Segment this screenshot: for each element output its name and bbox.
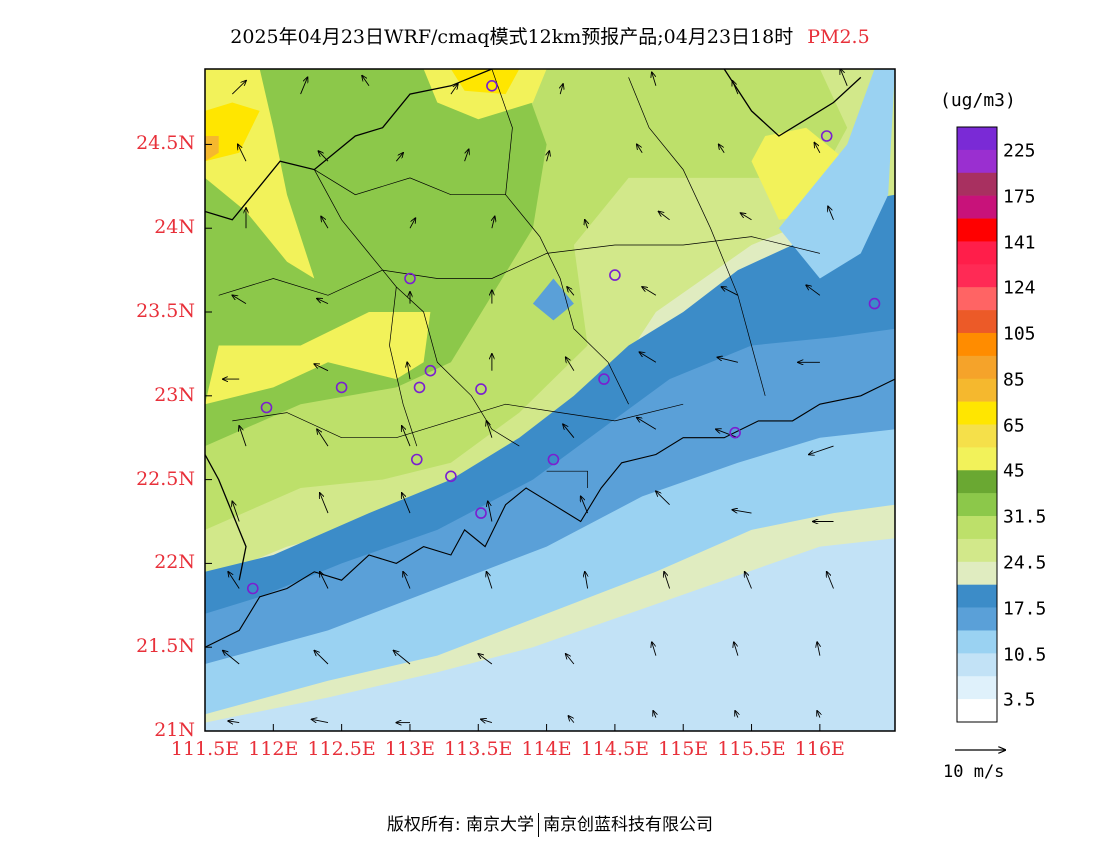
colorbar-label: 45 bbox=[1003, 461, 1025, 482]
lon-label: 114E bbox=[522, 738, 572, 760]
colorbar-swatch bbox=[957, 630, 997, 653]
lon-label: 112E bbox=[248, 738, 298, 760]
colorbar-swatch bbox=[957, 196, 997, 219]
colorbar-unit: (ug/m3) bbox=[940, 90, 1016, 111]
lon-label: 113E bbox=[385, 738, 435, 760]
lon-label: 115.5E bbox=[717, 738, 785, 760]
colorbar-swatch bbox=[957, 150, 997, 173]
colorbar-swatch bbox=[957, 173, 997, 196]
footer-separator bbox=[538, 813, 539, 837]
colorbar-swatch bbox=[957, 699, 997, 722]
colorbar-swatch bbox=[957, 241, 997, 264]
colorbar-swatch bbox=[957, 516, 997, 539]
lat-label: 24.5N bbox=[120, 132, 195, 154]
colorbar-swatch bbox=[957, 425, 997, 448]
colorbar-swatch bbox=[957, 539, 997, 562]
lat-label: 21.5N bbox=[120, 635, 195, 657]
lon-label: 113.5E bbox=[444, 738, 512, 760]
lon-label: 112.5E bbox=[307, 738, 375, 760]
colorbar-swatch bbox=[957, 493, 997, 516]
colorbar-label: 3.5 bbox=[1003, 690, 1036, 711]
colorbar-swatch bbox=[957, 333, 997, 356]
colorbar-label: 124 bbox=[1003, 278, 1036, 299]
colorbar-label: 24.5 bbox=[1003, 553, 1046, 574]
colorbar-label: 31.5 bbox=[1003, 507, 1046, 528]
colorbar-swatch bbox=[957, 676, 997, 699]
colorbar-swatch bbox=[957, 287, 997, 310]
colorbar-swatch bbox=[957, 653, 997, 676]
colorbar-label: 17.5 bbox=[1003, 598, 1046, 619]
colorbar-label: 85 bbox=[1003, 369, 1025, 390]
colorbar-swatch bbox=[957, 585, 997, 608]
lat-label: 22N bbox=[120, 551, 195, 573]
lon-label: 111.5E bbox=[171, 738, 239, 760]
colorbar-label: 141 bbox=[1003, 232, 1036, 253]
colorbar-swatch bbox=[957, 379, 997, 402]
lat-label: 22.5N bbox=[120, 468, 195, 490]
lon-label: 114.5E bbox=[581, 738, 649, 760]
colorbar-swatch bbox=[957, 356, 997, 379]
lon-label: 116E bbox=[795, 738, 845, 760]
footer-left: 版权所有: 南京大学 bbox=[387, 815, 534, 835]
lat-label: 23N bbox=[120, 384, 195, 406]
lat-label: 23.5N bbox=[120, 300, 195, 322]
colorbar bbox=[957, 127, 997, 722]
colorbar-swatch bbox=[957, 264, 997, 287]
copyright-footer: 版权所有: 南京大学 南京创蓝科技有限公司 bbox=[0, 810, 1100, 837]
footer-right: 南京创蓝科技有限公司 bbox=[543, 815, 713, 835]
colorbar-swatch bbox=[957, 447, 997, 470]
colorbar-swatch bbox=[957, 219, 997, 242]
lon-label: 115E bbox=[658, 738, 708, 760]
colorbar-label: 175 bbox=[1003, 186, 1036, 207]
colorbar-swatch bbox=[957, 562, 997, 585]
colorbar-swatch bbox=[957, 310, 997, 333]
colorbar-swatch bbox=[957, 608, 997, 631]
colorbar-swatch bbox=[957, 470, 997, 493]
colorbar-label: 65 bbox=[1003, 415, 1025, 436]
colorbar-label: 10.5 bbox=[1003, 644, 1046, 665]
colorbar-swatch bbox=[957, 402, 997, 425]
wind-reference-label: 10 m/s bbox=[943, 762, 1004, 782]
colorbar-label: 105 bbox=[1003, 324, 1036, 345]
colorbar-swatch bbox=[957, 127, 997, 150]
lat-label: 24N bbox=[120, 216, 195, 238]
colorbar-label: 225 bbox=[1003, 141, 1036, 162]
